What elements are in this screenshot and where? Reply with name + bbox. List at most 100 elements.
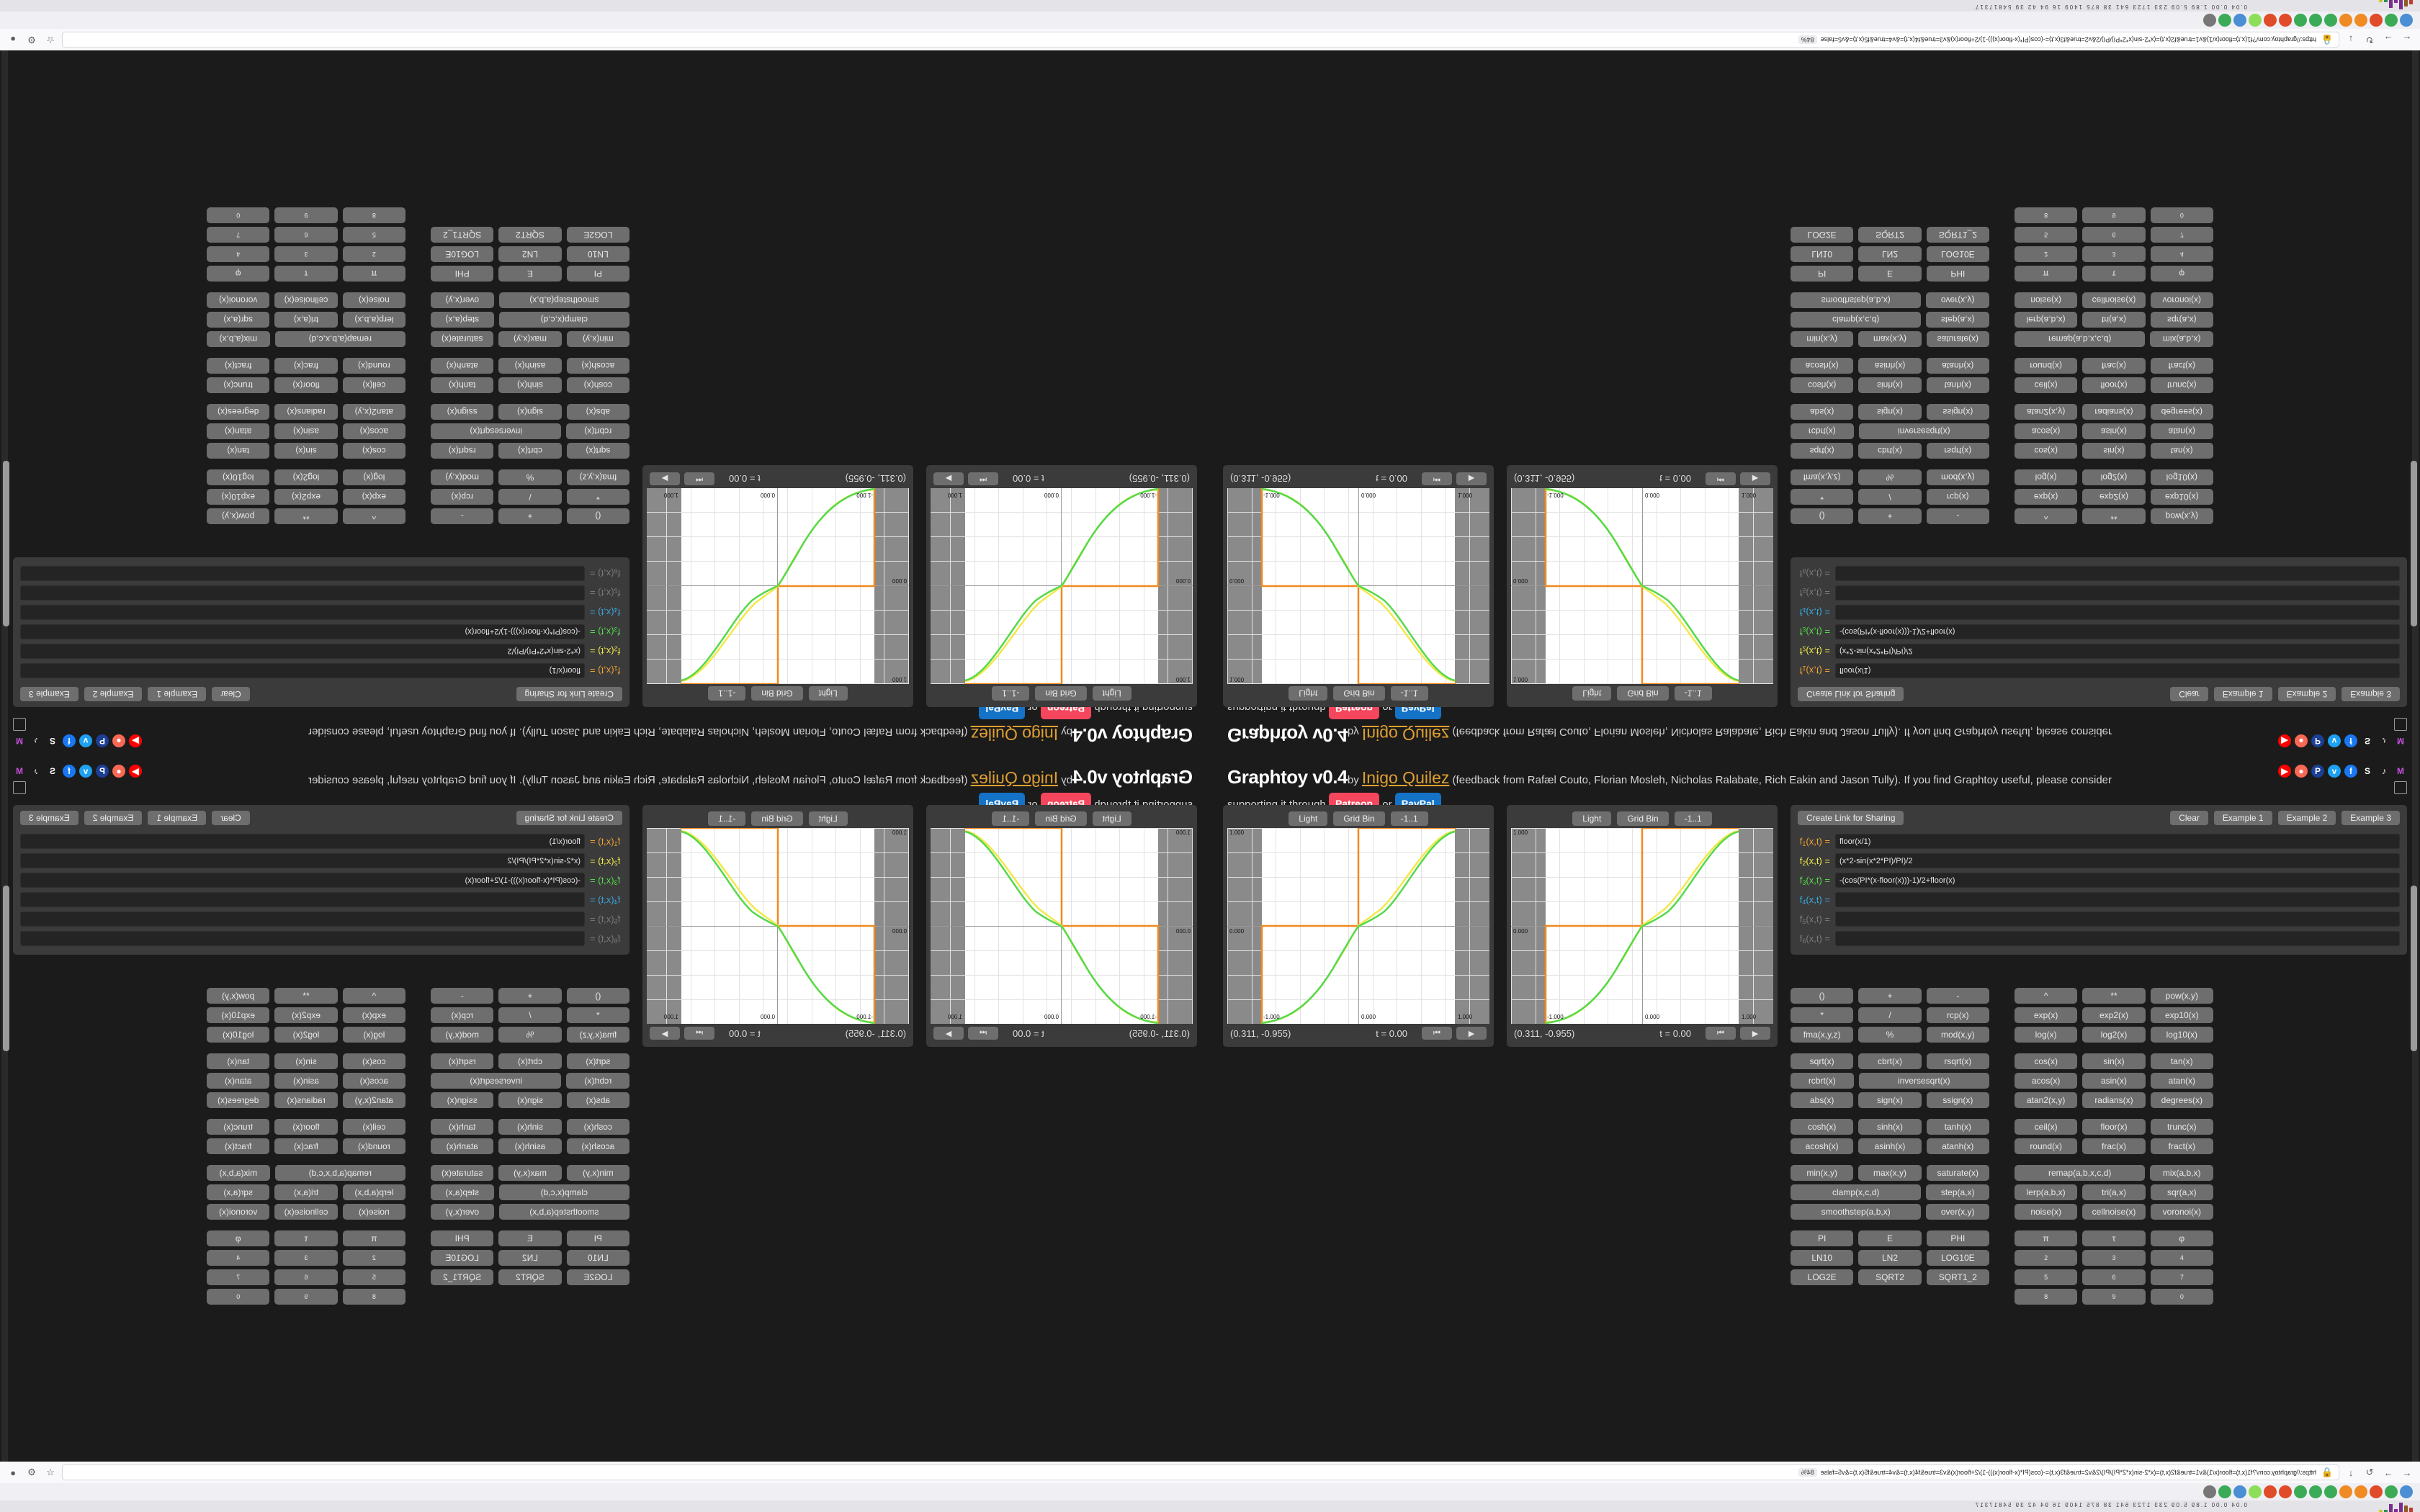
key-atanx[interactable]: atan(x) xyxy=(2150,423,2213,439)
key-5[interactable]: 5 xyxy=(342,1269,405,1285)
graph-option-1[interactable]: Grid Bin xyxy=(1333,686,1385,701)
tab-strip[interactable]: 0.04 0.00 1.89 5.09 233 1723 641 38 875 … xyxy=(0,0,2420,12)
key-[interactable]: - xyxy=(431,988,494,1004)
graph-canvas[interactable]: 1.000 0.000 -1.000 0.000 1.000 xyxy=(931,828,1193,1024)
tab-strip-2[interactable]: 0.04 0.00 1.89 5.09 233 1723 641 38 875 … xyxy=(0,1500,2420,1512)
key-inversesqrtx[interactable]: inversesqrt(x) xyxy=(431,1073,562,1089)
bookmark-icon[interactable] xyxy=(2249,14,2262,27)
key-PI[interactable]: PI xyxy=(566,1230,629,1246)
key-0[interactable]: 0 xyxy=(2150,207,2213,223)
key-[interactable]: - xyxy=(431,508,494,524)
key-mixabx[interactable]: mix(a,b,x) xyxy=(207,1165,270,1181)
formula-input-3[interactable]: -(cos(PI*(x-floor(x)))-1)/2+floor(x) xyxy=(20,624,585,639)
key-fractx[interactable]: fract(x) xyxy=(2150,358,2213,374)
key-LN10[interactable]: LN10 xyxy=(1791,1250,1854,1266)
forward-icon[interactable]: → xyxy=(2383,1467,2393,1478)
key-log2x[interactable]: log2(x) xyxy=(2082,469,2146,485)
key-[interactable]: τ xyxy=(2082,266,2146,282)
key-sqrtx[interactable]: sqrt(x) xyxy=(1791,443,1854,459)
key-ssignx[interactable]: ssign(x) xyxy=(1926,404,1989,420)
formula-input-2[interactable]: (x*2-sin(x*2*PI)/PI)/2 xyxy=(1835,644,2400,659)
formula-input-1[interactable]: floor(x/1) xyxy=(20,834,585,849)
key-maxxy[interactable]: max(x,y) xyxy=(1858,1165,1922,1181)
key-PI[interactable]: PI xyxy=(1791,1230,1854,1246)
key-atan2xy[interactable]: atan2(x,y) xyxy=(342,404,405,420)
graph-option-0[interactable]: Light xyxy=(1289,811,1328,826)
key-remapabxcd[interactable]: remap(a,b,x,c,d) xyxy=(274,331,405,347)
key-sqrax[interactable]: sqr(a,x) xyxy=(2150,1184,2213,1200)
mastodon-icon[interactable]: M xyxy=(2397,736,2404,746)
clear-button[interactable]: Clear xyxy=(212,811,250,825)
key-overxy[interactable]: over(x,y) xyxy=(431,292,494,308)
key-[interactable]: % xyxy=(498,469,562,485)
key-log2x[interactable]: log2(x) xyxy=(2082,1027,2146,1043)
paypal-icon[interactable]: P xyxy=(2311,734,2324,747)
key-7[interactable]: 7 xyxy=(2150,227,2213,243)
graph-option-2[interactable]: -1..1 xyxy=(1674,686,1712,701)
example2-button[interactable]: Example 2 xyxy=(2277,811,2336,825)
key-LOG10E[interactable]: LOG10E xyxy=(431,1250,494,1266)
youtube-icon[interactable]: ▶ xyxy=(129,734,142,747)
key-maxxy[interactable]: max(x,y) xyxy=(1858,331,1922,347)
bookmark-icon[interactable] xyxy=(2385,14,2398,27)
key-smoothstepabx[interactable]: smoothstep(a,b,x) xyxy=(1791,292,1922,308)
key-LOG10E[interactable]: LOG10E xyxy=(1926,1250,1989,1266)
key-SQRT12[interactable]: SQRT1_2 xyxy=(1926,227,1989,243)
create-link-button[interactable]: Create Link for Sharing xyxy=(1798,811,1904,825)
key-[interactable]: φ xyxy=(2150,266,2213,282)
key-maxxy[interactable]: max(x,y) xyxy=(498,1165,562,1181)
key-asinhx[interactable]: asinh(x) xyxy=(498,1138,562,1154)
formula-input-2[interactable]: (x*2-sin(x*2*PI)/PI)/2 xyxy=(20,644,585,659)
example2-button[interactable]: Example 2 xyxy=(84,811,143,825)
key-[interactable]: ^ xyxy=(2015,508,2078,524)
rewind-button[interactable]: ⏮ xyxy=(968,472,998,485)
key-roundx[interactable]: round(x) xyxy=(2015,358,2078,374)
key-absx[interactable]: abs(x) xyxy=(566,404,629,420)
key-[interactable]: ** xyxy=(274,508,338,524)
author-link[interactable]: Inigo Quilez xyxy=(970,725,1059,744)
key-[interactable]: / xyxy=(1858,1007,1922,1023)
key-[interactable]: π xyxy=(2015,1230,2078,1246)
key-6[interactable]: 6 xyxy=(2082,1269,2146,1285)
formula-input-3[interactable]: -(cos(PI*(x-floor(x)))-1)/2+floor(x) xyxy=(1835,873,2400,888)
key-[interactable]: * xyxy=(566,1007,629,1023)
key-signx[interactable]: sign(x) xyxy=(498,1092,562,1108)
twitter-icon[interactable]: ᴠ xyxy=(2328,765,2341,778)
key-signx[interactable]: sign(x) xyxy=(498,404,562,420)
key-minxy[interactable]: min(x,y) xyxy=(1791,331,1854,347)
back-icon[interactable]: ← xyxy=(2402,34,2412,45)
key-fracx[interactable]: frac(x) xyxy=(2082,1138,2146,1154)
key-floorx[interactable]: floor(x) xyxy=(274,377,338,393)
key-truncx[interactable]: trunc(x) xyxy=(207,377,270,393)
key-minxy[interactable]: min(x,y) xyxy=(1791,1165,1854,1181)
paypal-icon[interactable]: P xyxy=(2311,765,2324,778)
key-sinx[interactable]: sin(x) xyxy=(2082,1053,2146,1069)
key-LN10[interactable]: LN10 xyxy=(566,1250,629,1266)
key-remapabxcd[interactable]: remap(a,b,x,c,d) xyxy=(2015,331,2146,347)
key-4[interactable]: 4 xyxy=(207,1250,270,1266)
graph-option-0[interactable]: Light xyxy=(808,686,848,701)
key-expx[interactable]: exp(x) xyxy=(342,489,405,505)
key-minxy[interactable]: min(x,y) xyxy=(566,1165,629,1181)
key-voronoix[interactable]: voronoi(x) xyxy=(2150,1204,2213,1220)
formula-input-4[interactable] xyxy=(1835,892,2400,907)
key-[interactable]: ** xyxy=(274,988,338,1004)
shadertoy-icon[interactable]: S xyxy=(50,766,56,776)
key-[interactable]: - xyxy=(1926,988,1989,1004)
key-log10x[interactable]: log10(x) xyxy=(207,469,270,485)
example3-button[interactable]: Example 3 xyxy=(20,687,79,701)
key-rsqrtx[interactable]: rsqrt(x) xyxy=(431,1053,494,1069)
key-radiansx[interactable]: radians(x) xyxy=(274,404,338,420)
rewind-button[interactable]: ⏮ xyxy=(1422,472,1452,485)
key-[interactable]: % xyxy=(498,1027,562,1043)
key-[interactable]: () xyxy=(566,508,629,524)
key-PHI[interactable]: PHI xyxy=(1926,1230,1989,1246)
page-scrollbar-track[interactable] xyxy=(2411,50,2419,756)
graph-canvas[interactable]: 1.000 0.000 -1.000 0.000 1.000 xyxy=(647,488,909,684)
key-6[interactable]: 6 xyxy=(274,227,338,243)
formula-input-5[interactable] xyxy=(20,912,585,927)
key-PHI[interactable]: PHI xyxy=(1926,266,1989,282)
patreon-icon[interactable]: ● xyxy=(112,765,125,778)
key-fmaxyz[interactable]: fma(x,y,z) xyxy=(1791,1027,1854,1043)
key-[interactable]: / xyxy=(498,489,562,505)
